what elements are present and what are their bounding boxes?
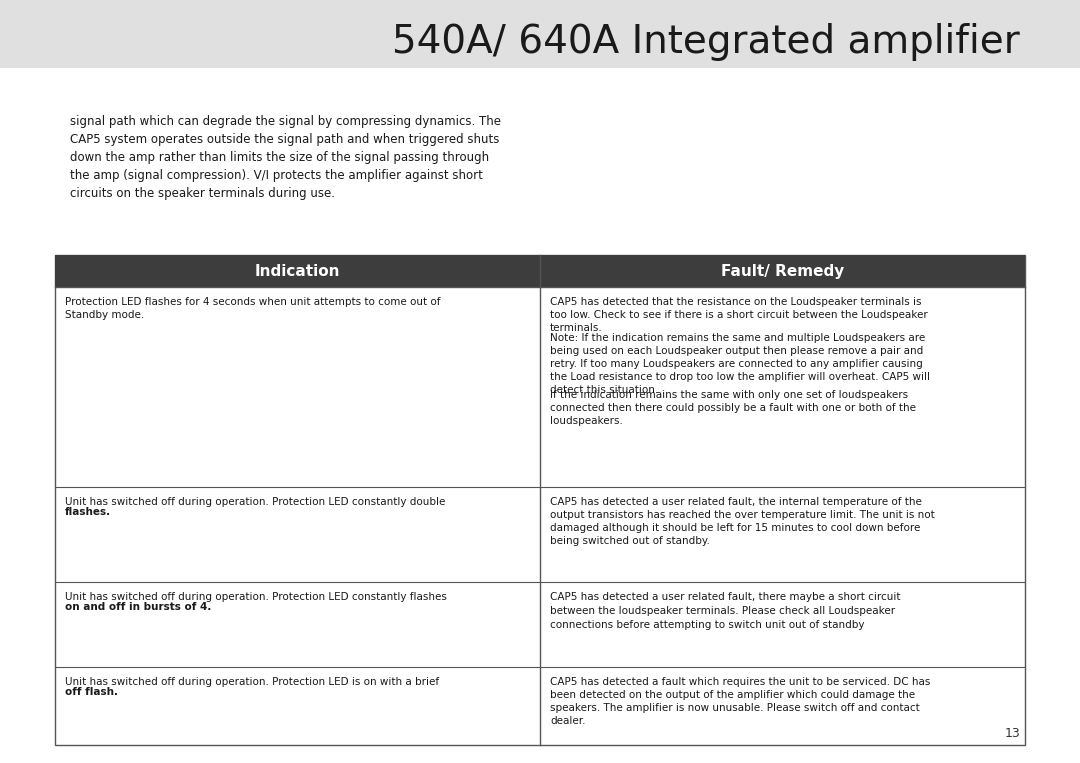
- Text: Unit has switched off during operation. Protection LED constantly flashes: Unit has switched off during operation. …: [65, 592, 447, 602]
- Bar: [0, 0, 1080, 68]
- Text: Note: If the indication remains the same and multiple Loudspeakers are
being use: Note: If the indication remains the same…: [550, 333, 930, 395]
- Text: If the indication remains the same with only one set of loudspeakers
connected t: If the indication remains the same with …: [550, 390, 916, 427]
- Text: flashes.: flashes.: [65, 507, 111, 517]
- Text: 13: 13: [1004, 727, 1020, 740]
- Text: Unit has switched off during operation. Protection LED is on with a brief: Unit has switched off during operation. …: [65, 677, 440, 687]
- Bar: [55, 255, 1025, 287]
- Text: Fault/ Remedy: Fault/ Remedy: [720, 263, 845, 278]
- Text: Protection LED flashes for 4 seconds when unit attempts to come out of
Standby m: Protection LED flashes for 4 seconds whe…: [65, 297, 441, 320]
- Text: 540A/ 640A Integrated amplifier: 540A/ 640A Integrated amplifier: [392, 23, 1020, 61]
- Text: CAP5 has detected that the resistance on the Loudspeaker terminals is
too low. C: CAP5 has detected that the resistance on…: [550, 297, 928, 333]
- Text: CAP5 has detected a fault which requires the unit to be serviced. DC has
been de: CAP5 has detected a fault which requires…: [550, 677, 930, 726]
- Text: Indication: Indication: [255, 263, 340, 278]
- Text: Unit has switched off during operation. Protection LED constantly double: Unit has switched off during operation. …: [65, 497, 445, 507]
- Text: signal path which can degrade the signal by compressing dynamics. The
CAP5 syste: signal path which can degrade the signal…: [70, 115, 501, 200]
- Text: off flash.: off flash.: [65, 687, 118, 697]
- Bar: [55, 255, 1025, 745]
- Text: CAP5 has detected a user related fault, the internal temperature of the
output t: CAP5 has detected a user related fault, …: [550, 497, 935, 546]
- Text: on and off in bursts of 4.: on and off in bursts of 4.: [65, 602, 212, 613]
- Text: CAP5 has detected a user related fault, there maybe a short circuit
between the : CAP5 has detected a user related fault, …: [550, 592, 901, 630]
